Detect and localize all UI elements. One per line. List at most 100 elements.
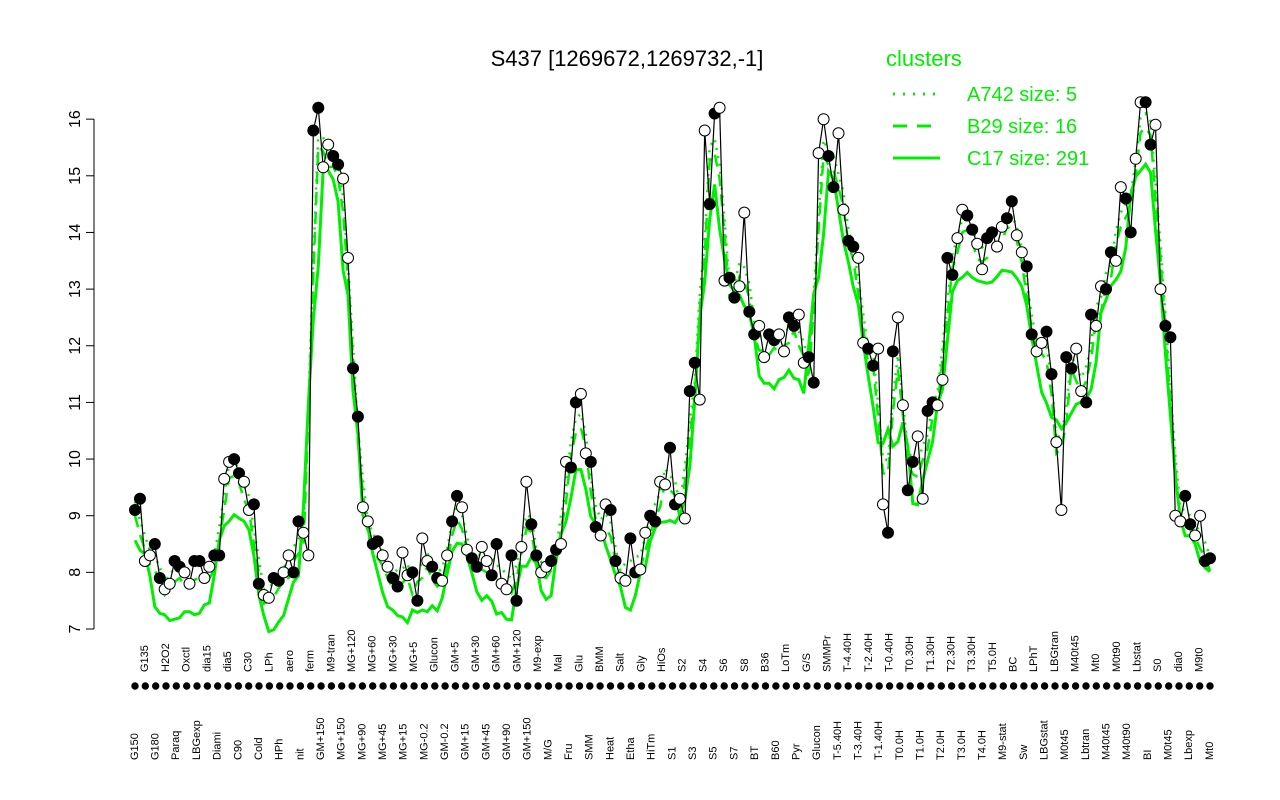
x-marker — [338, 682, 346, 690]
data-point — [971, 237, 984, 250]
data-point — [872, 342, 885, 355]
x-marker — [1092, 682, 1101, 690]
data-point — [1025, 328, 1038, 341]
data-point — [545, 555, 558, 567]
data-point — [738, 206, 751, 219]
x-tick-label: Fru — [563, 744, 575, 761]
x-marker — [513, 682, 522, 690]
data-point — [664, 441, 676, 454]
x-marker — [968, 682, 976, 690]
x-tick-label: M0t45 — [1059, 729, 1071, 760]
x-marker — [782, 682, 790, 690]
data-point — [356, 501, 369, 514]
data-point — [1070, 342, 1083, 355]
data-point — [1035, 336, 1048, 349]
x-tick-label: Lbstat — [1132, 642, 1144, 672]
x-tick-label: G/S — [801, 653, 813, 672]
data-point — [931, 399, 944, 412]
x-marker — [493, 682, 501, 690]
x-marker — [555, 682, 563, 690]
x-marker — [1040, 682, 1049, 690]
x-tick-label: T3.0H — [956, 730, 968, 760]
x-marker — [1113, 682, 1121, 690]
data-point — [198, 572, 211, 584]
data-point — [510, 594, 523, 607]
data-point — [807, 376, 820, 389]
data-point — [252, 577, 265, 590]
data-point — [1065, 362, 1078, 375]
data-point — [490, 538, 503, 550]
data-point — [1045, 368, 1058, 381]
data-point — [634, 563, 647, 576]
x-marker — [1102, 682, 1111, 690]
x-tick-label: MG+90 — [356, 724, 368, 760]
x-marker — [761, 682, 770, 690]
x-tick-label: LPh — [263, 652, 275, 672]
data-point — [743, 305, 756, 318]
x-marker — [648, 682, 656, 690]
data-point — [1154, 283, 1167, 296]
x-tick-label: S0 — [1152, 659, 1164, 672]
y-tick-label: 10 — [67, 450, 84, 468]
data-point — [1080, 396, 1093, 409]
x-tick-label: T2.0H — [935, 730, 947, 760]
data-point — [619, 574, 632, 587]
x-marker — [203, 682, 212, 690]
data-point — [703, 198, 716, 211]
data-point — [683, 385, 696, 398]
y-tick-label: 7 — [67, 624, 84, 633]
data-point — [500, 583, 513, 596]
x-tick-label: LBGstat — [1039, 720, 1051, 760]
x-tick-label: M9-stat — [997, 723, 1009, 760]
x-marker — [152, 682, 160, 690]
data-point — [1040, 325, 1053, 338]
data-point — [773, 328, 785, 341]
legend-title: clusters — [886, 46, 962, 71]
chart-title: S437 [1269672,1269732,-1] — [491, 46, 764, 71]
data-point — [297, 526, 310, 539]
legend-label-c17: C17 size: 291 — [967, 148, 1089, 170]
legend-label-a742: A742 size: 5 — [967, 84, 1077, 106]
data-point — [609, 555, 622, 567]
x-tick-label: M40t45 — [1070, 635, 1082, 672]
x-tick-label: HiTm — [646, 734, 658, 760]
x-marker — [420, 682, 429, 690]
x-marker — [234, 682, 243, 690]
x-marker — [958, 682, 966, 690]
x-marker — [699, 682, 708, 690]
x-tick-label: GM+90 — [501, 724, 513, 760]
x-marker — [565, 682, 573, 690]
data-point — [485, 569, 498, 582]
data-point — [822, 150, 835, 162]
data-point — [991, 240, 1003, 253]
x-tick-label: Mt0 — [1090, 654, 1102, 672]
data-point — [218, 472, 231, 485]
data-point — [520, 475, 533, 488]
x-marker — [937, 682, 945, 690]
x-tick-label: nit — [294, 748, 306, 760]
x-tick-label: C30 — [243, 652, 255, 672]
x-marker — [1009, 682, 1018, 690]
data-point — [193, 555, 206, 567]
data-point — [396, 546, 409, 559]
x-tick-label: dia0 — [1173, 651, 1185, 672]
x-tick-label: dia15 — [201, 645, 213, 672]
data-point — [733, 280, 746, 293]
x-marker — [265, 682, 274, 690]
data-point — [678, 512, 691, 525]
data-point — [624, 532, 637, 545]
y-tick-label: 13 — [67, 280, 84, 298]
data-point — [238, 475, 250, 488]
x-marker — [668, 682, 677, 690]
x-tick-label: BT — [749, 746, 761, 760]
x-tick-label: M9-exp — [532, 635, 544, 672]
x-marker — [947, 682, 956, 690]
x-marker — [1061, 682, 1070, 690]
data-point — [882, 526, 894, 539]
data-point — [322, 138, 335, 151]
data-point — [1005, 195, 1018, 208]
x-marker — [710, 682, 718, 690]
x-tick-label: GM+15 — [460, 724, 472, 760]
x-tick-label: G180 — [150, 733, 162, 760]
data-point — [604, 504, 617, 516]
